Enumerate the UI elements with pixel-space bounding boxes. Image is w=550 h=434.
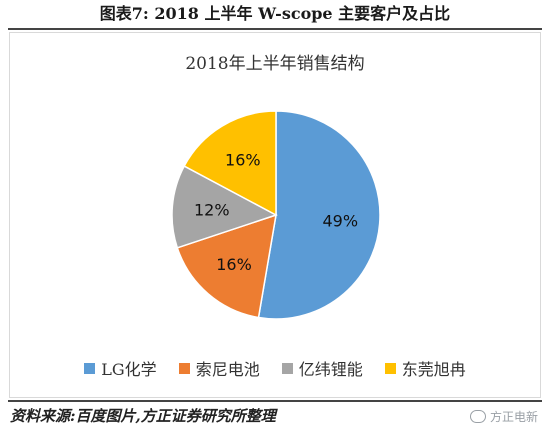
pie-chart: 49% 16% 12% 16% (171, 110, 381, 320)
slice-label-4: 16% (225, 151, 261, 170)
source-note: 资料来源:百度图片,方正证券研究所整理 (10, 407, 276, 425)
legend-label: LG化学 (101, 360, 157, 379)
slice-label-2: 16% (216, 255, 252, 274)
pie-slice-2 (176, 213, 277, 319)
legend-swatch (384, 362, 396, 374)
legend-swatch (178, 362, 190, 374)
legend-item-4: 东莞旭冉 (384, 356, 466, 380)
bottom-rule (8, 400, 542, 402)
legend-item-3: 亿纬锂能 (281, 356, 363, 380)
chart-legend: LG化学 索尼电池 亿纬锂能 东莞旭冉 (10, 356, 540, 380)
pie-slice-4 (183, 110, 277, 217)
figure-title: 图表7: 2018 上半年 W-scope 主要客户及占比 (99, 4, 451, 23)
top-rule (8, 28, 542, 30)
legend-label: 索尼电池 (195, 360, 260, 379)
watermark: 方正电新 (469, 408, 538, 425)
legend-item-1: LG化学 (84, 356, 157, 380)
chart-frame: 2018年上半年销售结构 49% 16% 12% 16% LG化学 索尼电池 亿纬锂能 东莞… (9, 32, 541, 398)
slice-label-1: 49% (322, 211, 358, 230)
legend-swatch (84, 362, 96, 374)
legend-item-2: 索尼电池 (178, 356, 260, 380)
legend-label: 亿纬锂能 (298, 360, 363, 379)
slice-label-3: 12% (194, 201, 230, 220)
chart-title: 2018年上半年销售结构 (185, 54, 365, 74)
legend-swatch (281, 362, 293, 374)
watermark-text: 方正电新 (489, 410, 538, 424)
pie-slice-3 (171, 165, 278, 249)
pie-slice-1 (257, 110, 381, 320)
wechat-icon (469, 410, 486, 423)
legend-label: 东莞旭冉 (401, 360, 466, 379)
